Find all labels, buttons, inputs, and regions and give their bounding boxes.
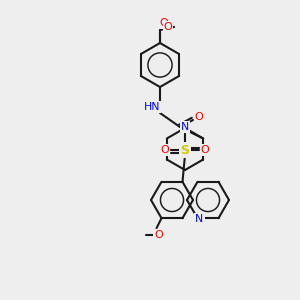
Text: O: O [164,22,172,32]
Text: N: N [195,214,204,224]
Text: O: O [195,112,203,122]
Text: N: N [181,122,189,132]
Text: S: S [181,143,190,157]
Text: O: O [160,18,168,28]
Text: HN: HN [144,102,160,112]
Text: O: O [154,230,163,240]
Text: O: O [160,145,169,155]
Text: O: O [201,145,209,155]
